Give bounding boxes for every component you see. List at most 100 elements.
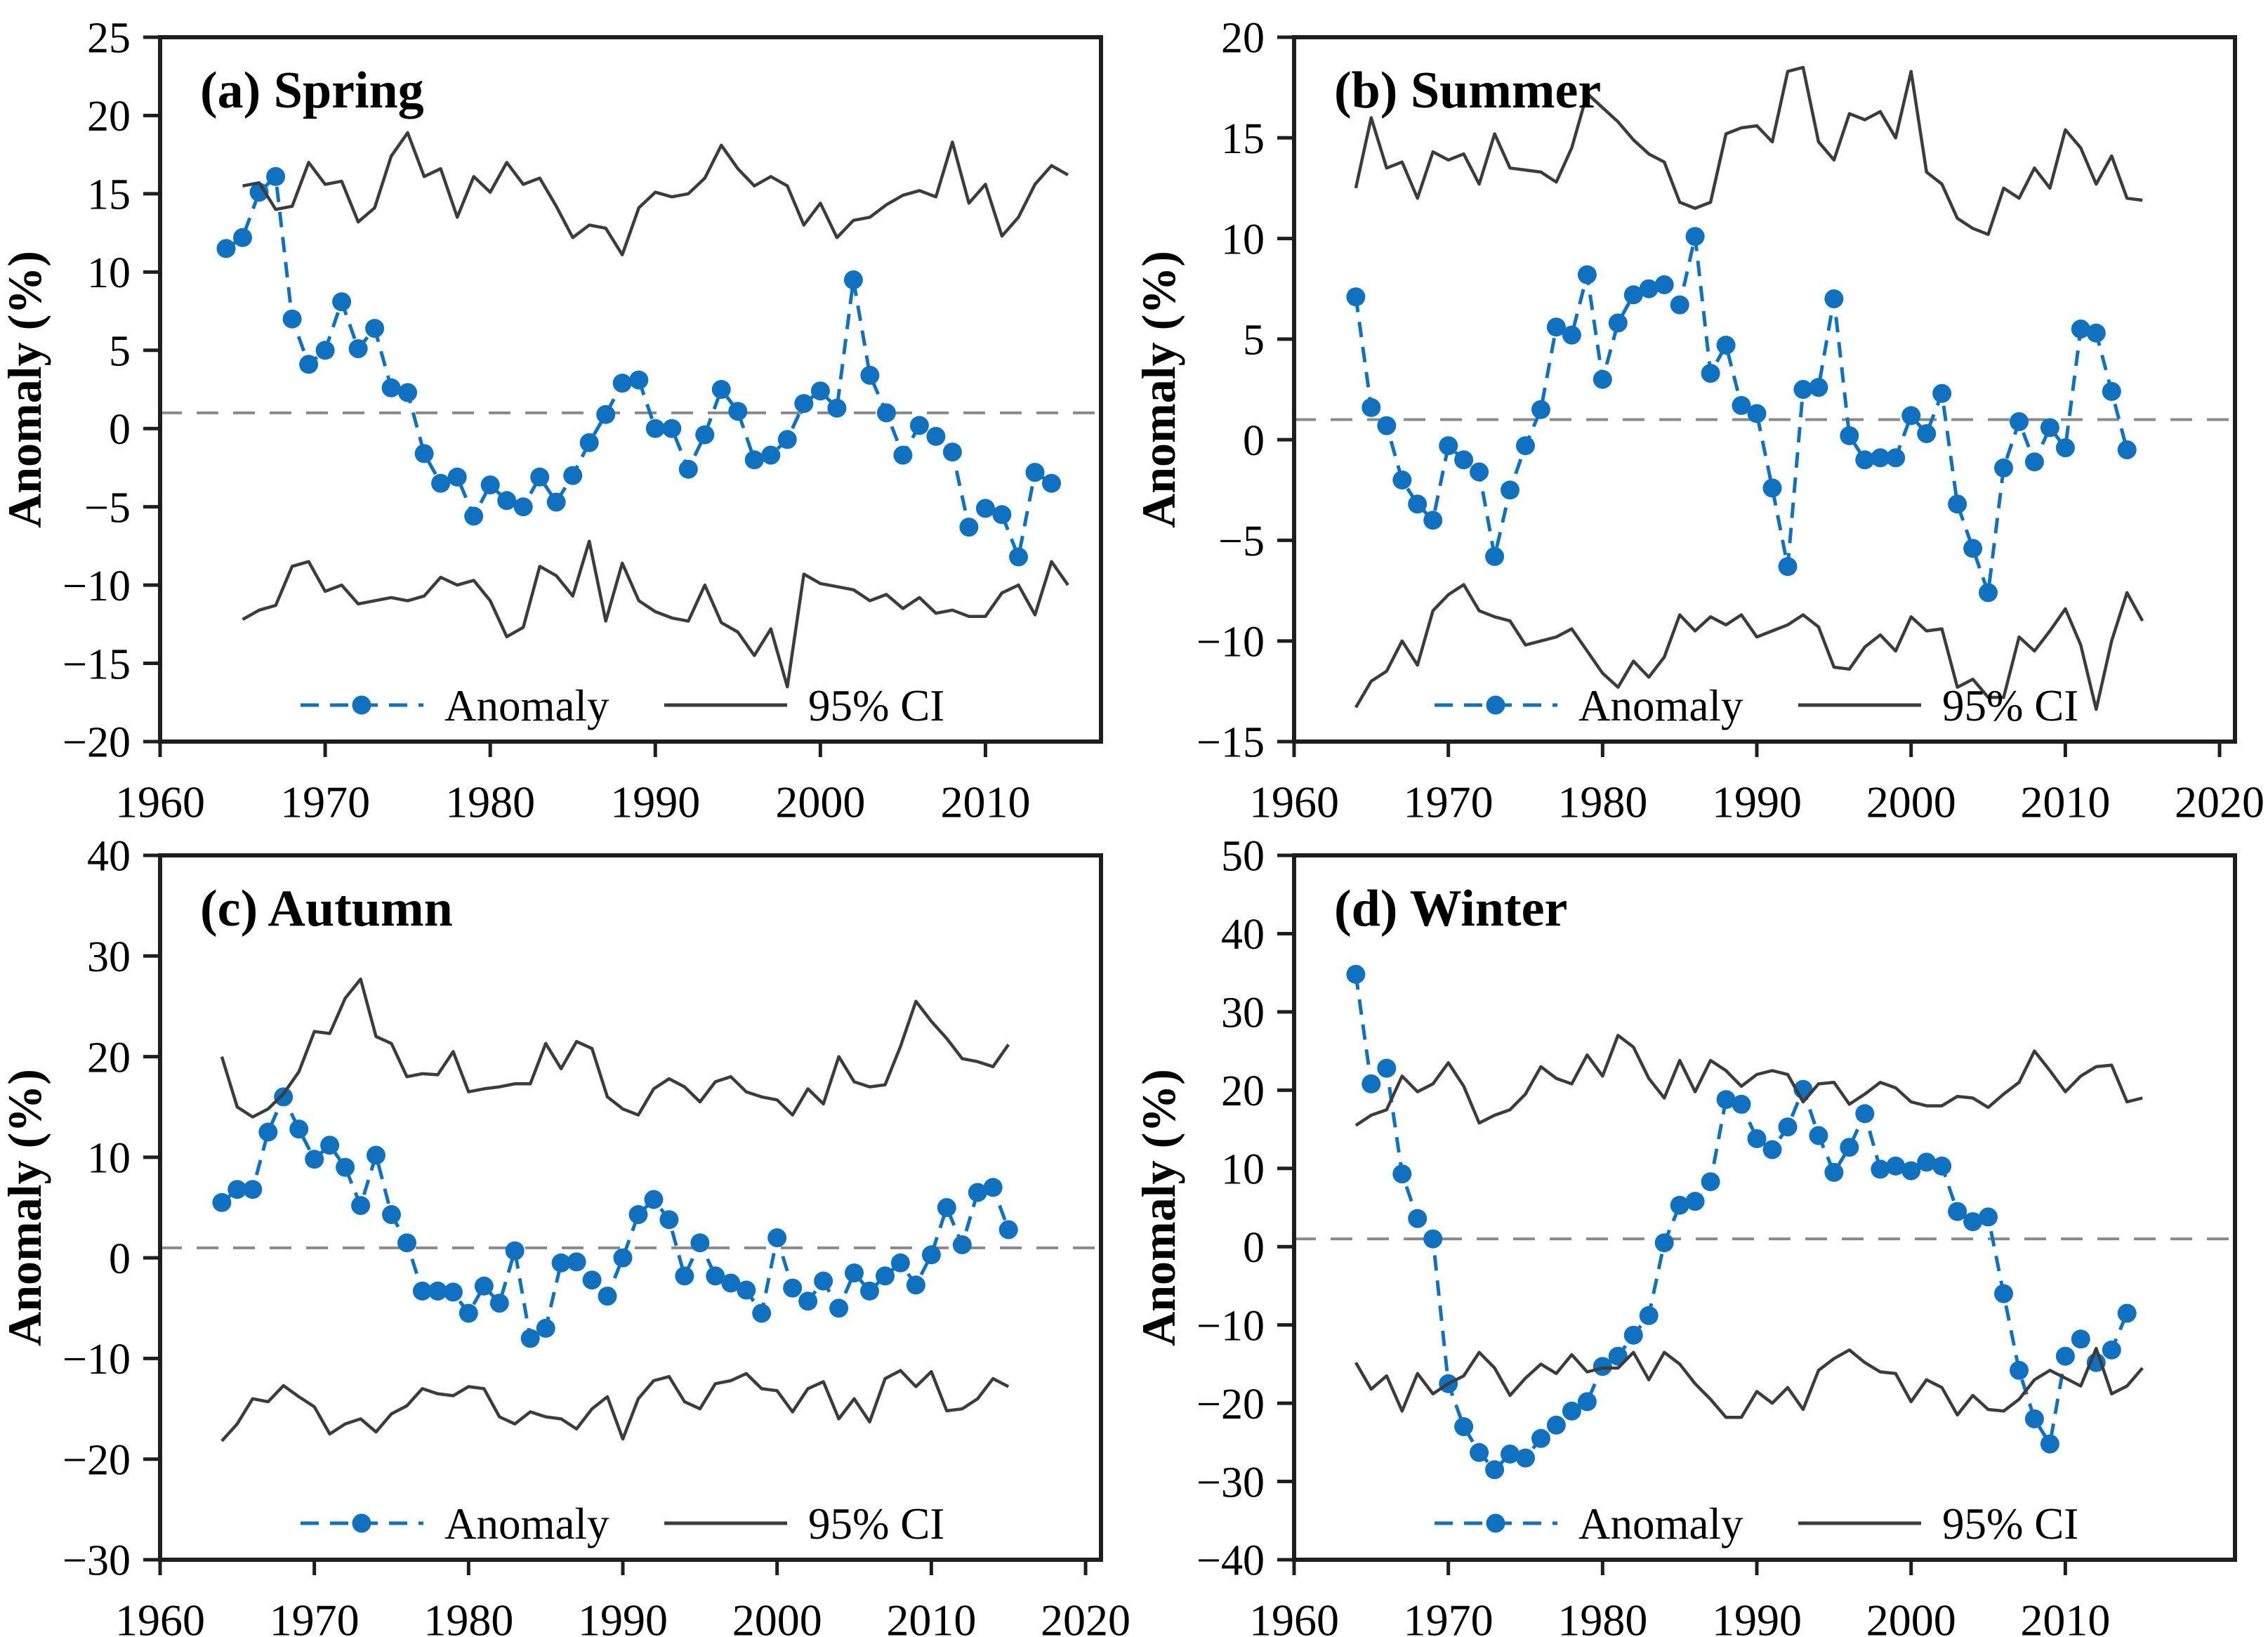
data-point-marker bbox=[1778, 1117, 1798, 1137]
data-point-marker bbox=[2024, 452, 2044, 472]
ci-upper-line bbox=[220, 977, 1010, 1119]
y-tick-label: 30 bbox=[87, 933, 131, 981]
y-tick-label: 0 bbox=[109, 406, 131, 454]
data-point-marker bbox=[952, 1235, 972, 1254]
data-point-marker bbox=[1901, 406, 1921, 426]
x-tick-label: 1960 bbox=[1249, 777, 1339, 818]
data-point-marker bbox=[2010, 1360, 2029, 1380]
data-point-marker bbox=[1516, 1448, 1535, 1468]
data-point-marker bbox=[613, 1248, 633, 1268]
data-point-marker bbox=[1362, 1074, 1381, 1093]
data-point-marker bbox=[2055, 438, 2075, 458]
data-point-marker bbox=[1346, 287, 1366, 307]
x-tick-label: 2010 bbox=[2020, 1595, 2110, 1637]
x-tick-label: 1970 bbox=[1404, 1595, 1494, 1637]
data-point-marker bbox=[596, 405, 616, 424]
data-point-marker bbox=[798, 1291, 818, 1311]
data-point-marker bbox=[1408, 494, 1428, 514]
data-point-marker bbox=[382, 1205, 401, 1224]
data-point-marker bbox=[1485, 546, 1505, 566]
data-point-marker bbox=[1948, 1202, 1967, 1221]
data-point-marker bbox=[1994, 458, 2013, 478]
y-tick-label: −40 bbox=[1196, 1537, 1265, 1585]
anomaly-series bbox=[220, 1095, 1010, 1341]
data-point-marker bbox=[1994, 1284, 2013, 1303]
data-point-marker bbox=[767, 1228, 787, 1247]
data-point-marker bbox=[1454, 1417, 1474, 1436]
y-axis-label: Anomaly (%) bbox=[1134, 251, 1185, 528]
y-tick-label: 0 bbox=[1243, 1224, 1265, 1272]
data-point-marker bbox=[810, 381, 830, 401]
ci-upper-line bbox=[242, 131, 1069, 257]
data-point-marker bbox=[983, 1178, 1003, 1197]
data-point-marker bbox=[228, 1180, 247, 1199]
data-point-marker bbox=[777, 430, 797, 449]
data-point-marker bbox=[926, 426, 946, 446]
y-tick-label: 20 bbox=[1221, 15, 1265, 63]
data-point-marker bbox=[1685, 227, 1705, 246]
data-point-marker bbox=[2024, 1409, 2044, 1428]
data-point-marker bbox=[1562, 1401, 1581, 1421]
data-point-marker bbox=[299, 355, 319, 374]
data-point-marker bbox=[520, 1329, 540, 1348]
data-point-marker bbox=[1824, 289, 1844, 308]
data-point-marker bbox=[1871, 448, 1890, 468]
x-tick-label: 1980 bbox=[445, 777, 535, 818]
data-point-marker bbox=[1670, 295, 1689, 315]
data-point-marker bbox=[814, 1271, 833, 1291]
panel-spring: −20 −15 −10 −5 0 5 10 15 20 25 1960 1970 1980 1990 200… bbox=[0, 0, 1134, 818]
data-point-marker bbox=[2102, 1340, 2121, 1360]
data-point-marker bbox=[381, 378, 401, 397]
data-point-marker bbox=[1025, 463, 1045, 482]
data-point-marker bbox=[1454, 450, 1474, 470]
legend-ci-label: 95% CI bbox=[808, 1499, 944, 1549]
data-point-marker bbox=[1485, 1460, 1505, 1480]
x-tick-label: 2000 bbox=[1866, 777, 1956, 818]
data-point-marker bbox=[598, 1287, 617, 1306]
data-point-marker bbox=[1608, 313, 1628, 333]
data-point-marker bbox=[829, 1299, 849, 1318]
data-point-marker bbox=[1546, 1415, 1566, 1435]
data-point-marker bbox=[1963, 539, 1983, 558]
data-point-marker bbox=[1917, 1152, 1937, 1172]
data-point-marker bbox=[1855, 450, 1875, 470]
ci-lower-line bbox=[1354, 583, 2144, 711]
data-point-marker bbox=[282, 309, 302, 329]
data-point-marker bbox=[579, 433, 599, 452]
data-point-marker bbox=[480, 475, 500, 494]
y-tick-label: 10 bbox=[87, 249, 131, 297]
data-point-marker bbox=[1470, 462, 1489, 482]
y-tick-label: −30 bbox=[1196, 1459, 1265, 1506]
data-point-marker bbox=[1593, 1357, 1612, 1376]
data-point-marker bbox=[1701, 1172, 1720, 1192]
panel-title: (d) Winter bbox=[1334, 880, 1567, 938]
y-tick-label: 0 bbox=[1243, 417, 1265, 465]
data-point-marker bbox=[464, 506, 484, 526]
data-point-marker bbox=[1562, 325, 1581, 345]
data-point-marker bbox=[1701, 364, 1720, 383]
data-point-marker bbox=[443, 1282, 463, 1302]
data-point-marker bbox=[1377, 1058, 1397, 1078]
data-point-marker bbox=[921, 1245, 941, 1265]
y-tick-label: 15 bbox=[87, 171, 131, 219]
data-point-marker bbox=[1840, 426, 1859, 445]
data-point-marker bbox=[536, 1318, 555, 1338]
x-tick-label: 1970 bbox=[280, 777, 370, 818]
data-point-marker bbox=[1470, 1442, 1489, 1462]
spring-anomaly-chart: −20 −15 −10 −5 0 5 10 15 20 25 1960 1970 1980 1990 200… bbox=[0, 15, 1103, 818]
data-point-marker bbox=[1377, 416, 1397, 435]
data-point-marker bbox=[628, 1205, 648, 1224]
y-tick-label: −10 bbox=[62, 563, 131, 610]
x-tick-label: 2010 bbox=[940, 777, 1030, 818]
data-point-marker bbox=[845, 1263, 864, 1283]
data-point-marker bbox=[1917, 424, 1937, 443]
data-point-marker bbox=[721, 1273, 741, 1293]
data-point-marker bbox=[551, 1253, 571, 1273]
data-point-marker bbox=[678, 459, 698, 479]
data-point-marker bbox=[1886, 1156, 1906, 1176]
data-point-marker bbox=[428, 1281, 447, 1301]
data-point-marker bbox=[1577, 1392, 1597, 1412]
data-point-marker bbox=[612, 374, 632, 393]
x-tick-label: 1990 bbox=[578, 1595, 668, 1637]
